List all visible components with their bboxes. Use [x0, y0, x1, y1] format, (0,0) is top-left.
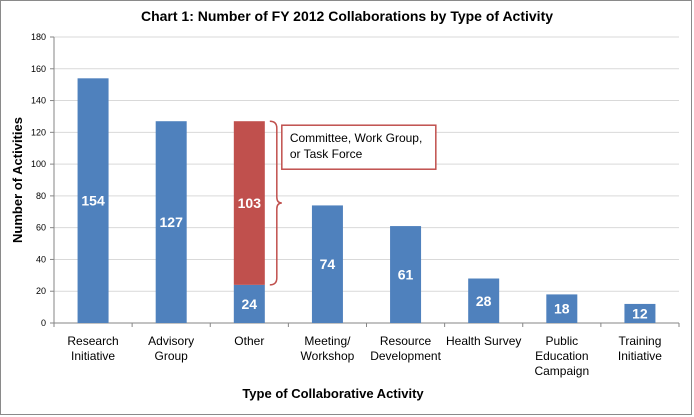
x-tick-label: Health Survey	[446, 334, 521, 348]
data-label: 127	[160, 214, 184, 230]
y-tick-label: 0	[41, 318, 46, 328]
bars: 154 127 24 103 74 61 28 18 12	[77, 78, 656, 323]
x-axis-ticks: Research Initiative Advisory Group Other Meet…	[53, 323, 680, 378]
bar	[233, 284, 265, 323]
annotation: Committee, Work Group, or Task Force	[269, 120, 437, 286]
bar-group: 12	[624, 303, 656, 323]
annotation-bracket	[269, 120, 282, 286]
y-tick-label: 20	[36, 286, 46, 296]
bar-group: 127	[155, 121, 187, 323]
y-tick-label: 40	[36, 254, 46, 264]
data-label: 24	[242, 296, 258, 312]
x-tick-label: Training Initiative	[618, 334, 662, 363]
bar-group: 24 103	[233, 121, 265, 323]
y-axis-ticks: 0 20 40 60 80 100 120 140 160 180	[31, 32, 54, 328]
bar-group: 28	[468, 278, 500, 323]
x-tick-label: Research Initiative	[67, 334, 118, 363]
y-tick-label: 140	[31, 96, 46, 106]
bar	[624, 303, 656, 323]
y-tick-label: 180	[31, 32, 46, 42]
x-tick-label: Advisory Group	[148, 334, 194, 363]
annotation-text: Committee, Work Group, or Task Force	[290, 131, 422, 161]
x-tick-label: Resource Development	[370, 334, 441, 363]
data-label: 28	[476, 293, 492, 309]
bar-group: 74	[311, 205, 343, 323]
bar-group: 18	[546, 294, 578, 323]
bar-group: 61	[390, 226, 422, 323]
x-axis-title: Type of Collaborative Activity	[242, 386, 424, 401]
y-tick-label: 80	[36, 191, 46, 201]
bar	[546, 294, 578, 323]
x-tick-label: Meeting/Workshop	[301, 334, 355, 363]
bar	[77, 78, 109, 323]
y-tick-label: 160	[31, 64, 46, 74]
y-axis-title: Number of Activities	[10, 117, 25, 243]
bar	[390, 226, 422, 323]
annotation-box	[281, 124, 437, 170]
data-label: 61	[398, 267, 414, 283]
bar-group: 154	[77, 78, 109, 323]
bar	[233, 121, 265, 285]
bar	[468, 278, 500, 323]
x-tick-label: Public Education Campaign	[534, 334, 589, 378]
bar	[155, 121, 187, 323]
chart-title: Chart 1: Number of FY 2012 Collaboration…	[141, 8, 553, 24]
data-label: 18	[554, 301, 570, 317]
data-label: 74	[320, 256, 336, 272]
y-tick-label: 60	[36, 223, 46, 233]
y-tick-label: 120	[31, 127, 46, 137]
y-tick-label: 100	[31, 159, 46, 169]
data-label: 103	[238, 195, 262, 211]
bar	[311, 205, 343, 323]
data-label: 12	[632, 305, 648, 321]
data-label: 154	[81, 193, 105, 209]
x-tick-label: Other	[234, 334, 264, 348]
